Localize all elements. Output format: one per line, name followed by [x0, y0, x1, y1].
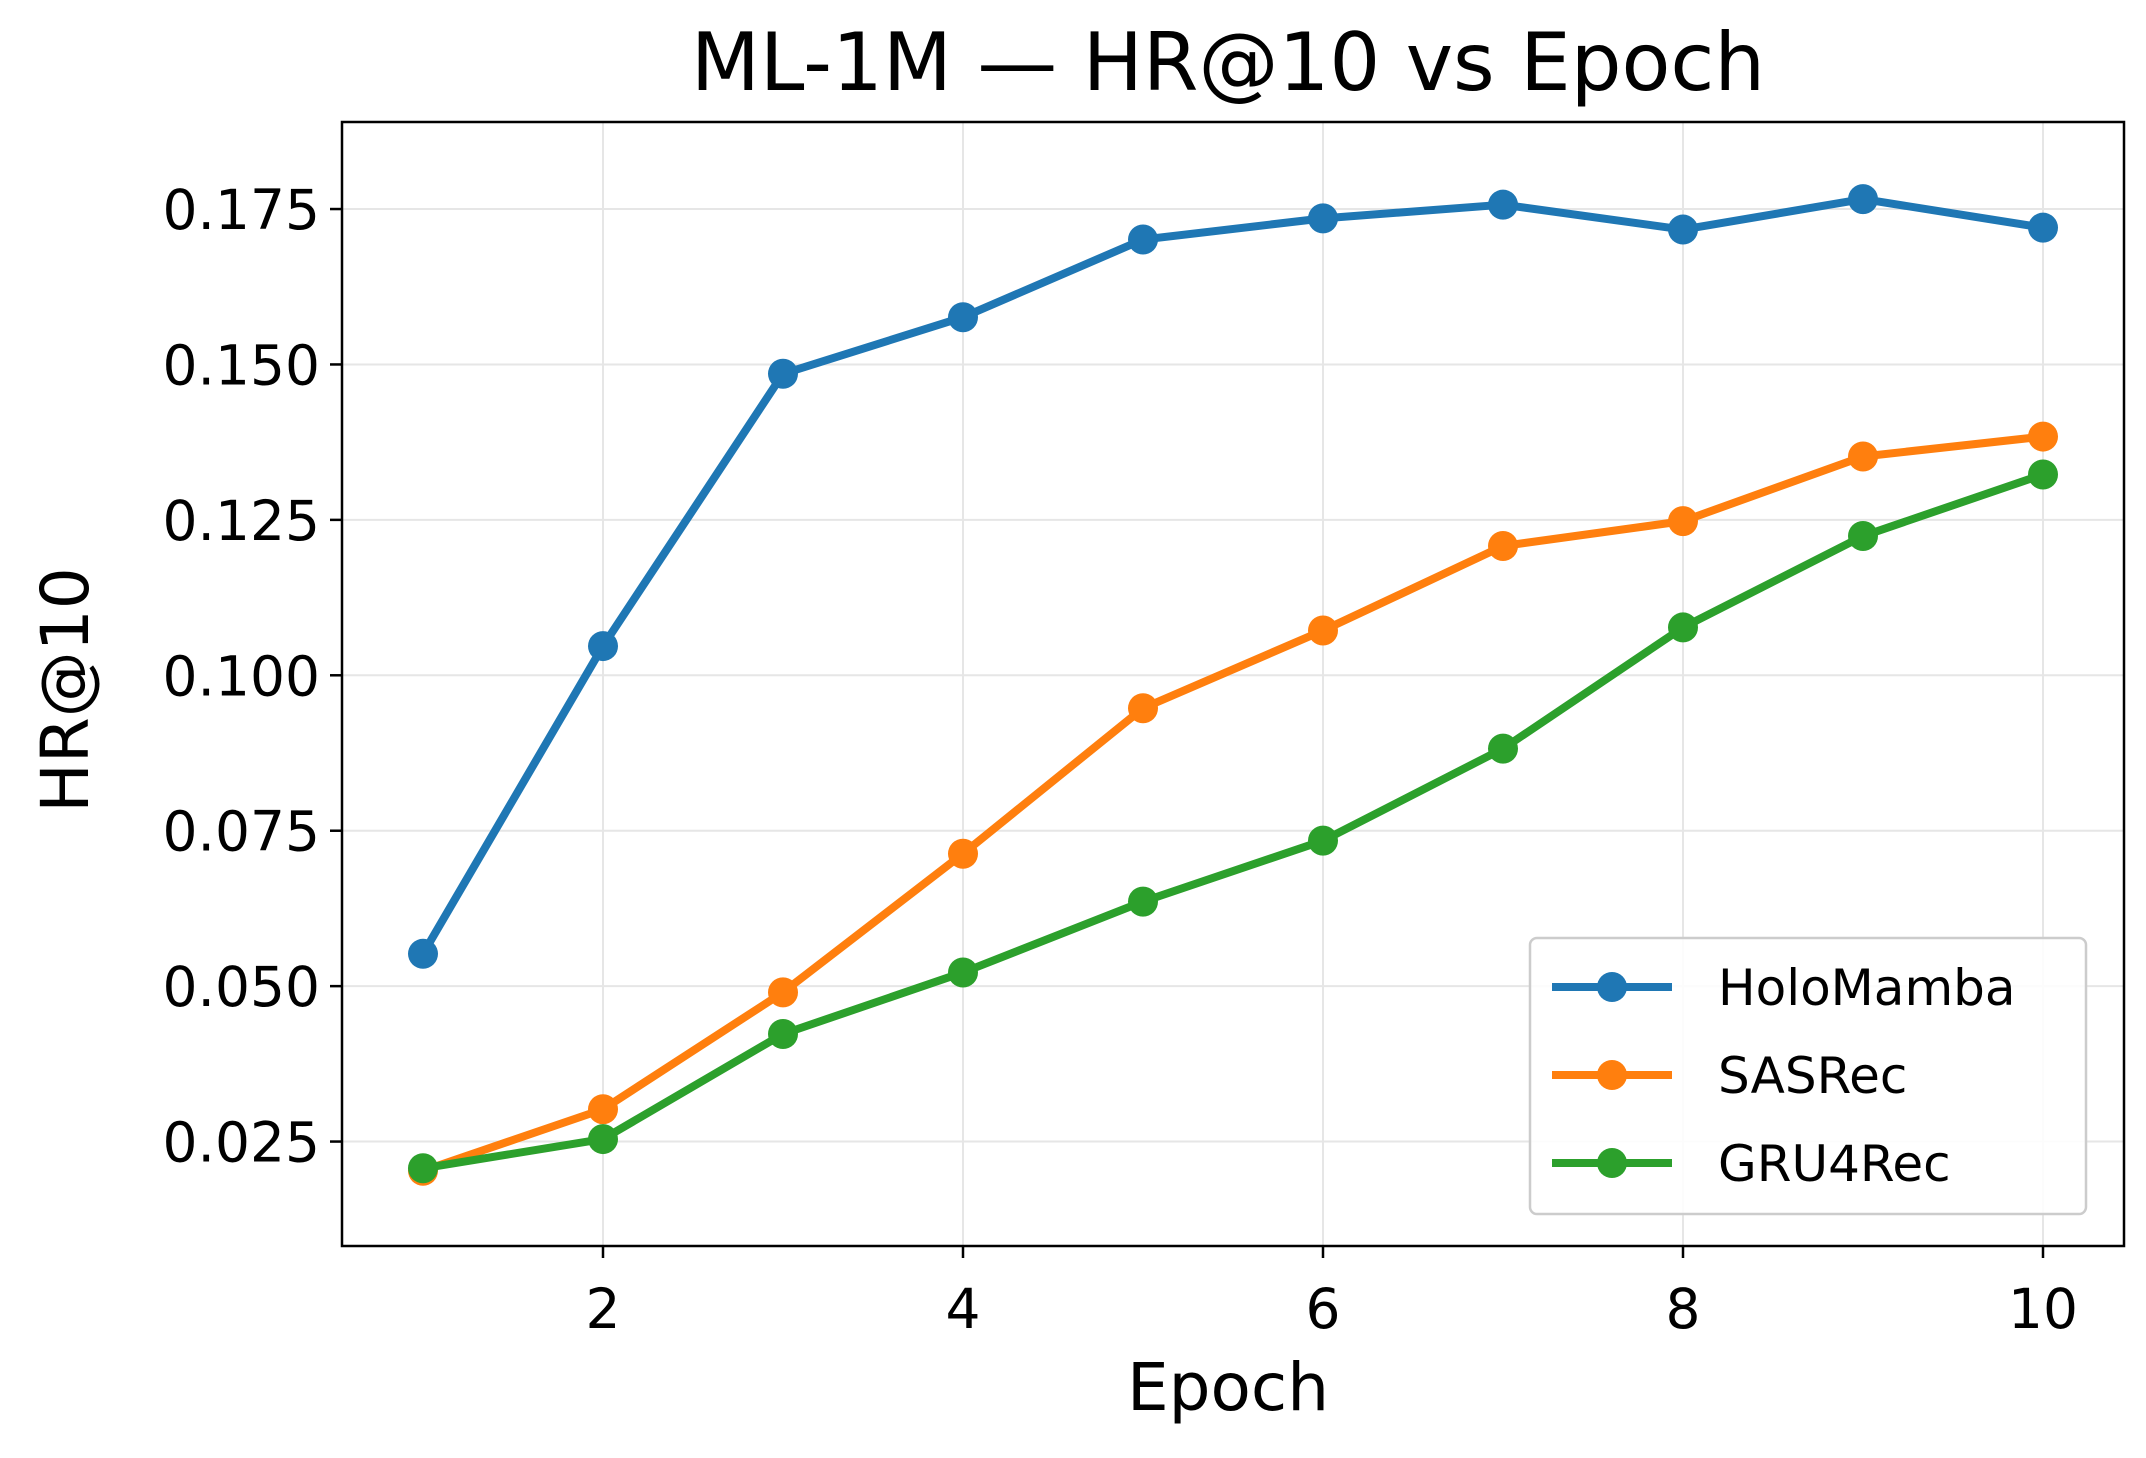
legend-swatch-marker-gru4rec — [1597, 1148, 1627, 1178]
data-point-sasrec — [588, 1094, 618, 1125]
plot-frame — [340, 120, 2126, 1248]
data-point-holomamba — [768, 358, 798, 389]
y-axis: 0.025 0.050 0.075 0.100 0.125 0.150 0.175 — [163, 178, 342, 1175]
legend-box — [1528, 936, 2088, 1216]
y-tick-label: 0.050 — [163, 955, 320, 1019]
series-line-sasrec — [419, 432, 2047, 1175]
y-tick-label: 0.125 — [163, 489, 320, 553]
data-point-holomamba — [1668, 214, 1698, 245]
data-point-holomamba — [2028, 212, 2058, 243]
legend-swatch-marker-sasrec — [1597, 1060, 1627, 1090]
series-holomamba — [408, 184, 2058, 969]
y-tick-label: 0.100 — [163, 644, 320, 708]
series-line-gru4rec — [419, 470, 2047, 1173]
data-point-sasrec — [1848, 441, 1878, 472]
data-point-sasrec — [1128, 693, 1158, 724]
data-point-holomamba — [1848, 184, 1878, 215]
data-point-sasrec — [1308, 615, 1338, 646]
legend-swatch-marker-holomamba — [1597, 972, 1627, 1002]
data-point-sasrec — [768, 977, 798, 1008]
data-point-holomamba — [1308, 203, 1338, 234]
y-tick-label: 0.175 — [163, 178, 320, 242]
legend-label-sasrec: SASRec — [1718, 1047, 1907, 1105]
y-tick-label: 0.075 — [163, 800, 320, 864]
legend-item-holomamba: HoloMamba — [1552, 959, 2016, 1017]
data-point-gru4rec — [408, 1153, 438, 1184]
legend-label-holomamba: HoloMamba — [1718, 959, 2016, 1017]
x-tick-label: 2 — [586, 1277, 621, 1341]
data-point-holomamba — [588, 631, 618, 662]
data-point-sasrec — [2028, 421, 2058, 452]
data-point-gru4rec — [2028, 459, 2058, 490]
data-point-gru4rec — [1128, 886, 1158, 917]
data-point-gru4rec — [1668, 612, 1698, 643]
y-tick-label: 0.025 — [163, 1111, 320, 1175]
data-point-holomamba — [1488, 189, 1518, 220]
chart-title: ML-1M — HR@10 vs Epoch — [691, 16, 1765, 109]
legend-label-gru4rec: GRU4Rec — [1718, 1135, 1951, 1193]
data-point-holomamba — [408, 938, 438, 969]
series-gru4rec — [408, 459, 2058, 1184]
grid-lines — [342, 122, 2124, 1246]
data-point-holomamba — [948, 302, 978, 333]
data-point-gru4rec — [948, 957, 978, 988]
data-point-sasrec — [1488, 530, 1518, 561]
legend-item-sasrec: SASRec — [1552, 1047, 1907, 1105]
data-point-sasrec — [1668, 506, 1698, 537]
y-tick-label: 0.150 — [163, 333, 320, 397]
x-tick-label: 10 — [2008, 1277, 2078, 1341]
legend: HoloMamba SASRec GRU4Rec — [1528, 936, 2088, 1216]
x-tick-label: 4 — [946, 1277, 981, 1341]
data-point-holomamba — [1128, 224, 1158, 255]
data-point-gru4rec — [588, 1124, 618, 1155]
series-line-holomamba — [419, 195, 2047, 958]
data-point-gru4rec — [1308, 825, 1338, 856]
x-axis-label: Epoch — [1127, 1349, 1329, 1426]
y-axis-label: HR@10 — [27, 567, 104, 812]
x-tick-label: 6 — [1306, 1277, 1341, 1341]
legend-item-gru4rec: GRU4Rec — [1552, 1135, 1951, 1193]
data-point-sasrec — [948, 838, 978, 869]
data-point-gru4rec — [768, 1019, 798, 1050]
series-group — [408, 184, 2058, 1186]
x-axis: 2 4 6 8 10 — [586, 1246, 2078, 1341]
data-point-gru4rec — [1488, 733, 1518, 764]
data-point-gru4rec — [1848, 521, 1878, 552]
x-tick-label: 8 — [1666, 1277, 1701, 1341]
series-sasrec — [408, 421, 2058, 1186]
